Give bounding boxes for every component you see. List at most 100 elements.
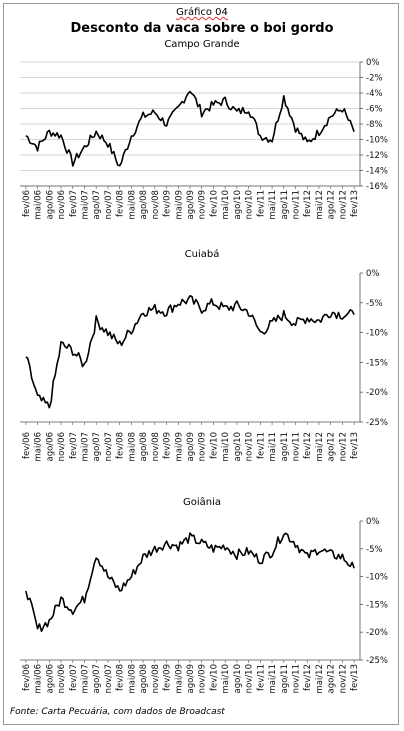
x-tick-label: fev/10 [209, 664, 219, 691]
x-tick-label: mai/12 [315, 190, 325, 220]
x-tick-label: fev/09 [163, 432, 173, 459]
x-tick-label: nov/11 [292, 664, 302, 693]
x-tick-label: mai/10 [221, 664, 231, 694]
x-tick-label: ago/11 [280, 190, 290, 219]
x-tick-label: mai/06 [34, 664, 44, 694]
x-tick-label: ago/10 [233, 190, 243, 219]
y-tick-label: -15% [366, 600, 388, 610]
x-tick-label: ago/11 [280, 432, 290, 461]
x-tick-label: mai/10 [221, 190, 231, 220]
x-tick-label: nov/09 [198, 664, 208, 693]
chart-panel-goiania: 0%-5%-10%-15%-20%-25%fev/06 mai/06 ago/06 n… [20, 517, 388, 694]
x-tick-label: ago/12 [327, 664, 337, 693]
x-tick-label: ago/09 [186, 664, 196, 693]
x-tick-label: fev/11 [256, 432, 266, 459]
y-tick-label: -15% [366, 358, 388, 368]
x-tick-label: nov/09 [198, 190, 208, 219]
x-tick-label: ago/07 [92, 664, 102, 693]
x-tick-label: mai/08 [127, 432, 137, 462]
chart-subtitle: Campo Grande [164, 39, 240, 50]
x-tick-label: nov/12 [338, 664, 348, 693]
x-tick-label: nov/11 [292, 432, 302, 461]
x-tick-label: nov/12 [338, 432, 348, 461]
x-tick-label: mai/12 [315, 432, 325, 462]
x-tick-label: mai/06 [34, 190, 44, 220]
x-tick-label: mai/11 [268, 664, 278, 694]
x-tick-label: nov/11 [292, 190, 302, 219]
x-tick-label: ago/07 [92, 432, 102, 461]
chart-title: Desconto da vaca sobre o boi gordo [70, 21, 334, 36]
x-tick-label: nov/07 [104, 432, 114, 461]
x-tick-label: fev/09 [163, 664, 173, 691]
y-tick-label: -6% [366, 105, 383, 115]
x-tick-label: ago/06 [45, 190, 55, 219]
x-tick-label: fev/08 [116, 432, 126, 459]
x-tick-label: ago/08 [139, 432, 149, 461]
x-tick-label: mai/11 [268, 190, 278, 220]
x-tick-label: fev/08 [116, 190, 126, 217]
series-line-goiania [25, 532, 355, 633]
x-tick-label: mai/09 [174, 432, 184, 462]
y-tick-label: -2% [366, 74, 383, 84]
x-tick-label: ago/08 [139, 190, 149, 219]
x-tick-label: nov/10 [245, 664, 255, 693]
y-tick-label: -25% [366, 418, 388, 428]
x-tick-label: fev/13 [350, 190, 360, 217]
y-tick-label: -20% [366, 388, 388, 398]
x-tick-label: mai/11 [268, 432, 278, 462]
y-tick-label: -5% [366, 299, 383, 309]
x-tick-label: fev/06 [22, 190, 32, 217]
x-tick-label: nov/10 [245, 190, 255, 219]
x-tick-label: nov/12 [338, 190, 348, 219]
x-tick-label: nov/06 [57, 190, 67, 219]
y-tick-label: -8% [366, 120, 383, 130]
y-tick-label: 0% [366, 58, 380, 68]
x-tick-label: mai/06 [34, 432, 44, 462]
y-tick-label: -16% [366, 182, 388, 192]
chart-panel-cuiaba: 0%-5%-10%-15%-20%-25%fev/06 mai/06 ago/06 n… [20, 269, 388, 462]
x-tick-label: fev/12 [303, 432, 313, 459]
y-tick-label: -12% [366, 151, 388, 161]
y-tick-label: 0% [366, 517, 380, 527]
x-tick-label: fev/11 [256, 664, 266, 691]
x-tick-label: ago/07 [92, 190, 102, 219]
x-tick-label: mai/09 [174, 190, 184, 220]
x-tick-label: ago/06 [45, 432, 55, 461]
x-tick-label: nov/06 [57, 664, 67, 693]
y-tick-label: -20% [366, 628, 388, 638]
panel-title-goiania: Goiânia [182, 497, 222, 508]
figure-label: Gráfico 04 [0, 7, 404, 18]
x-tick-label: fev/10 [209, 432, 219, 459]
chart-panel-campo-grande: 0%-2%-4%-6%-8%-10%-12%-14%-16%fev/06 mai/… [20, 58, 388, 220]
x-tick-label: mai/07 [80, 664, 90, 694]
x-tick-label: fev/08 [116, 664, 126, 691]
y-tick-label: -14% [366, 167, 388, 177]
x-tick-label: fev/07 [69, 432, 79, 459]
x-tick-label: nov/08 [151, 664, 161, 693]
x-tick-label: ago/12 [327, 432, 337, 461]
x-tick-label: nov/08 [151, 432, 161, 461]
x-tick-label: fev/06 [22, 432, 32, 459]
x-tick-label: fev/12 [303, 190, 313, 217]
x-tick-label: fev/09 [163, 190, 173, 217]
x-tick-label: ago/09 [186, 190, 196, 219]
x-tick-label: nov/07 [104, 664, 114, 693]
source-note: Fonte: Carta Pecuária, com dados de Broa… [10, 707, 225, 717]
x-tick-label: fev/06 [22, 664, 32, 691]
y-tick-label: -25% [366, 656, 388, 666]
x-tick-label: fev/11 [256, 190, 266, 217]
series-line-campo-grande [25, 90, 355, 167]
x-tick-label: fev/13 [350, 664, 360, 691]
x-tick-label: fev/13 [350, 432, 360, 459]
panel-title-cuiaba: Cuiabá [184, 249, 220, 260]
x-tick-label: mai/08 [127, 664, 137, 694]
figure-frame [3, 3, 399, 725]
x-tick-label: fev/10 [209, 190, 219, 217]
x-tick-label: nov/10 [245, 432, 255, 461]
x-tick-label: nov/06 [57, 432, 67, 461]
x-tick-label: ago/10 [233, 432, 243, 461]
x-tick-label: ago/06 [45, 664, 55, 693]
x-tick-label: mai/07 [80, 190, 90, 220]
x-tick-label: mai/12 [315, 664, 325, 694]
